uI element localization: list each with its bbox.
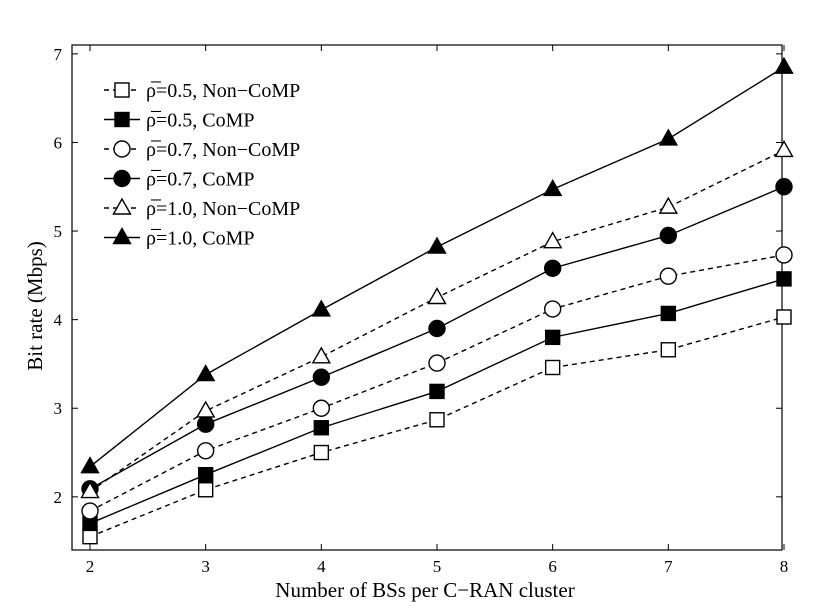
data-point bbox=[660, 342, 677, 358]
data-point bbox=[195, 400, 216, 418]
data-point bbox=[428, 319, 446, 338]
data-point bbox=[81, 502, 99, 520]
data-point bbox=[776, 271, 792, 287]
series-1 bbox=[82, 309, 792, 545]
data-point bbox=[312, 368, 331, 386]
legend-entry-6: ρ̅=1.0, CoMP bbox=[104, 227, 255, 250]
data-point bbox=[544, 359, 561, 376]
data-point bbox=[80, 481, 100, 499]
data-point bbox=[429, 412, 445, 428]
data-point bbox=[658, 196, 679, 214]
legend: ρ̅=0.5, Non−CoMP ρ̅=0.5, CoMP ρ̅=0.7, Non−… bbox=[104, 80, 300, 250]
legend-label: ρ̅=0.7, Non−CoMP bbox=[146, 139, 300, 161]
legend-label: ρ̅=1.0, CoMP bbox=[146, 228, 255, 250]
legend-marker bbox=[112, 197, 132, 215]
x-axis-label: Number of BSs per C−RAN cluster bbox=[275, 578, 574, 602]
data-point bbox=[542, 178, 563, 197]
series-6 bbox=[80, 56, 794, 474]
data-point bbox=[659, 267, 678, 285]
x-tick-label: 2 bbox=[86, 557, 95, 576]
data-point bbox=[427, 236, 447, 254]
legend-marker bbox=[114, 82, 130, 98]
legend-marker bbox=[112, 227, 132, 245]
legend-marker bbox=[113, 169, 131, 188]
plot-axes: 2 3 4 5 6 7 8 2 3 4 5 6 7 bbox=[54, 44, 789, 576]
series-line bbox=[89, 278, 785, 525]
data-point bbox=[197, 482, 214, 498]
data-point bbox=[80, 456, 100, 474]
data-point bbox=[775, 178, 793, 196]
legend-label: ρ̅=0.5, Non−CoMP bbox=[146, 80, 300, 102]
data-point bbox=[195, 364, 216, 382]
y-tick-label: 3 bbox=[54, 399, 63, 418]
series-4 bbox=[81, 178, 793, 498]
y-tick-label: 7 bbox=[54, 45, 63, 64]
data-point bbox=[429, 383, 445, 400]
data-point bbox=[196, 415, 215, 433]
data-point bbox=[658, 128, 679, 146]
series-layer bbox=[80, 56, 794, 545]
data-point bbox=[312, 399, 331, 417]
legend-entry-5: ρ̅=1.0, Non−CoMP bbox=[104, 197, 300, 220]
data-point bbox=[543, 259, 562, 277]
data-point bbox=[313, 444, 330, 461]
x-tick-label: 7 bbox=[664, 557, 673, 576]
data-point bbox=[660, 305, 677, 322]
data-point bbox=[311, 346, 332, 364]
data-point bbox=[775, 246, 793, 264]
data-point bbox=[427, 287, 447, 305]
data-point bbox=[774, 56, 794, 74]
data-point bbox=[82, 529, 98, 545]
data-point bbox=[774, 140, 794, 158]
legend-label: ρ̅=0.5, CoMP bbox=[146, 110, 255, 132]
data-point bbox=[311, 299, 332, 317]
data-point bbox=[776, 309, 792, 325]
data-point bbox=[197, 466, 214, 483]
legend-entry-3: ρ̅=0.7, Non−CoMP bbox=[104, 139, 300, 161]
x-tick-label: 3 bbox=[201, 557, 210, 576]
y-tick-label: 2 bbox=[54, 488, 63, 507]
legend-marker bbox=[113, 140, 131, 158]
y-axis-label: Bit rate (Mbps) bbox=[23, 241, 47, 370]
y-tick-label: 4 bbox=[54, 311, 63, 330]
series-5 bbox=[80, 140, 794, 499]
legend-marker bbox=[114, 111, 130, 128]
data-point bbox=[544, 329, 561, 346]
legend-entry-1: ρ̅=0.5, Non−CoMP bbox=[104, 80, 300, 102]
y-tick-label: 6 bbox=[54, 133, 63, 152]
legend-label: ρ̅=0.7, CoMP bbox=[146, 169, 255, 191]
series-2 bbox=[82, 271, 792, 532]
legend-entry-2: ρ̅=0.5, CoMP bbox=[104, 110, 255, 132]
data-point bbox=[542, 231, 563, 249]
x-tick-label: 6 bbox=[548, 557, 557, 576]
x-tick-label: 5 bbox=[433, 557, 442, 576]
data-point bbox=[543, 300, 562, 318]
data-point bbox=[428, 354, 446, 372]
x-tick-label: 8 bbox=[780, 557, 789, 576]
legend-entry-4: ρ̅=0.7, CoMP bbox=[104, 169, 255, 191]
y-tick-label: 5 bbox=[54, 222, 63, 241]
plot-frame bbox=[71, 44, 783, 551]
x-tick-label: 4 bbox=[317, 557, 326, 576]
data-point bbox=[313, 420, 330, 436]
series-3 bbox=[81, 246, 793, 520]
data-point bbox=[196, 442, 215, 460]
data-point bbox=[659, 226, 678, 245]
legend-label: ρ̅=1.0, Non−CoMP bbox=[146, 198, 300, 220]
